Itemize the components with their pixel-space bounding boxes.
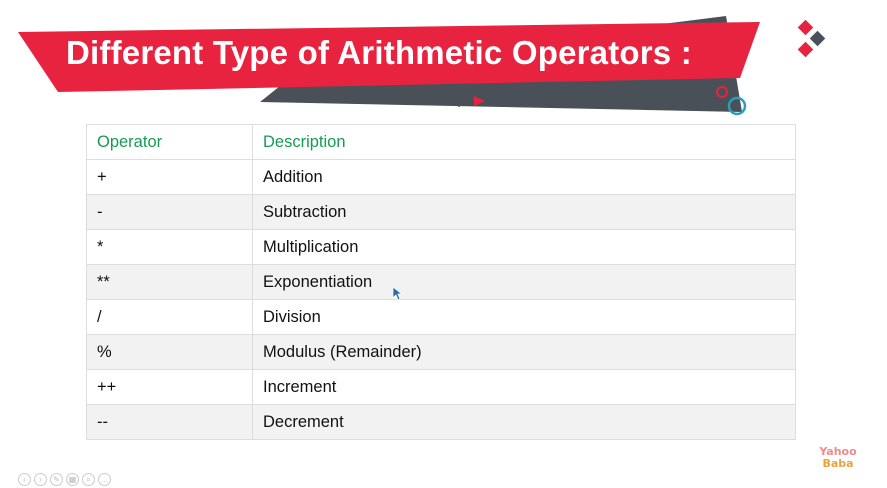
table-row: % Modulus (Remainder)	[86, 334, 796, 370]
table-row: ** Exponentiation	[86, 264, 796, 300]
table-row: ++ Increment	[86, 369, 796, 405]
table-row: * Multiplication	[86, 229, 796, 265]
table-row: / Division	[86, 299, 796, 335]
yahoo-baba-logo: Yahoo Baba	[816, 446, 860, 470]
operator-cell: --	[86, 404, 253, 440]
table-row: + Addition	[86, 159, 796, 195]
operator-cell: **	[86, 264, 253, 300]
operator-cell: -	[86, 194, 253, 230]
operator-cell: *	[86, 229, 253, 265]
description-cell: Division	[252, 299, 796, 335]
operator-cell: ++	[86, 369, 253, 405]
more-icon[interactable]: …	[98, 473, 111, 486]
banner-red-shape	[18, 22, 760, 92]
table-row: -- Decrement	[86, 404, 796, 440]
description-cell: Increment	[252, 369, 796, 405]
slide-title: Different Type of Arithmetic Operators :	[66, 34, 692, 71]
operators-table: Operator Description + Addition - Subtra…	[86, 124, 796, 440]
header-operator: Operator	[86, 124, 253, 160]
mouse-cursor-icon	[393, 287, 403, 301]
table-row: - Subtraction	[86, 194, 796, 230]
logo-line-1: Yahoo	[819, 445, 857, 458]
description-cell: Exponentiation	[252, 264, 796, 300]
table-header-row: Operator Description	[86, 124, 796, 160]
operator-cell: /	[86, 299, 253, 335]
description-cell: Subtraction	[252, 194, 796, 230]
description-cell: Multiplication	[252, 229, 796, 265]
slideshow-controls: ‹ › ✎ ▦ ⌕ …	[18, 473, 111, 486]
prev-icon[interactable]: ‹	[18, 473, 31, 486]
header-description: Description	[252, 124, 796, 160]
pen-icon[interactable]: ✎	[50, 473, 63, 486]
operator-cell: +	[86, 159, 253, 195]
next-icon[interactable]: ›	[34, 473, 47, 486]
zoom-icon[interactable]: ⌕	[82, 473, 95, 486]
description-cell: Decrement	[252, 404, 796, 440]
title-banner	[18, 16, 760, 112]
description-cell: Addition	[252, 159, 796, 195]
description-cell: Modulus (Remainder)	[252, 334, 796, 370]
logo-line-2: Baba	[822, 457, 854, 470]
slides-icon[interactable]: ▦	[66, 473, 79, 486]
operator-cell: %	[86, 334, 253, 370]
